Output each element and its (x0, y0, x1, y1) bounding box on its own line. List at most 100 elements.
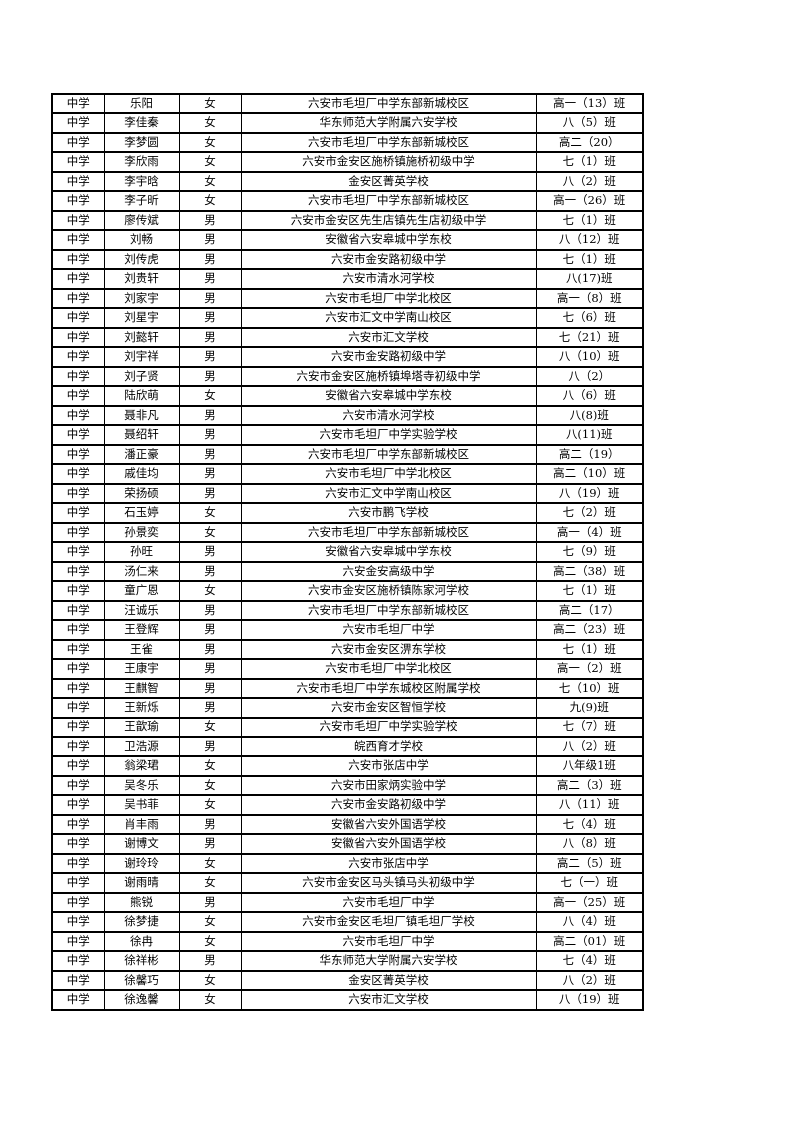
cell-student-name: 熊锐 (103, 891, 180, 914)
cell-school-name: 六安市金安区施桥镇埠塔寺初级中学 (240, 365, 537, 388)
cell-school-level: 中学 (51, 482, 105, 505)
cell-gender: 男 (178, 443, 242, 466)
cell-gender: 女 (178, 911, 242, 933)
cell-school-level: 中学 (51, 735, 105, 758)
cell-gender: 男 (178, 248, 242, 271)
cell-student-name: 刘子贤 (103, 365, 180, 388)
table-row: 中学 汪诚乐 男 六安市毛坦厂中学东部新城校区 高二（17） (51, 599, 644, 622)
cell-school-level: 中学 (51, 92, 105, 115)
cell-school-name: 六安市毛坦厂中学东部新城校区 (240, 599, 537, 622)
cell-class-name: 七（一）班 (535, 872, 644, 894)
cell-school-name: 金安区菁英学校 (240, 170, 537, 193)
cell-class-name: 七（1）班 (535, 248, 644, 271)
cell-school-level: 中学 (51, 833, 105, 855)
cell-school-level: 中学 (51, 872, 105, 894)
table-row: 中学 聂绍轩 男 六安市毛坦厂中学实验学校 八(11)班 (51, 424, 644, 446)
cell-gender: 女 (178, 190, 242, 212)
cell-student-name: 谢博文 (103, 833, 180, 855)
cell-school-level: 中学 (51, 463, 105, 485)
cell-gender: 男 (178, 463, 242, 485)
table-row: 中学 乐阳 女 六安市毛坦厂中学东部新城校区 高一（13）班 (51, 92, 644, 115)
cell-student-name: 孙旺 (103, 541, 180, 563)
table-row: 中学 徐逸馨 女 六安市汇文学校 八（19）班 (51, 989, 644, 1011)
cell-student-name: 陆欣萌 (103, 385, 180, 407)
cell-class-name: 八（2）班 (535, 170, 644, 193)
cell-class-name: 高一（25）班 (535, 891, 644, 914)
cell-gender: 女 (178, 92, 242, 115)
cell-school-level: 中学 (51, 521, 105, 544)
cell-school-level: 中学 (51, 541, 105, 563)
cell-school-name: 六安市毛坦厂中学北校区 (240, 658, 537, 680)
table-row: 中学 李欣雨 女 六安市金安区施桥镇施桥初级中学 七（1）班 (51, 151, 644, 173)
cell-class-name: 高二（23）班 (535, 619, 644, 641)
cell-school-level: 中学 (51, 170, 105, 193)
table-row: 中学 徐祥彬 男 华东师范大学附属六安学校 七（4）班 (51, 950, 644, 972)
cell-school-level: 中学 (51, 950, 105, 972)
table-row: 中学 卫浩源 男 皖西育才学校 八（2）班 (51, 735, 644, 758)
cell-gender: 男 (178, 891, 242, 914)
table-row: 中学 王康宇 男 六安市毛坦厂中学北校区 高一（2）班 (51, 658, 644, 680)
cell-class-name: 八(11)班 (535, 424, 644, 446)
cell-student-name: 刘懿轩 (103, 326, 180, 349)
cell-class-name: 八（2）班 (535, 969, 644, 992)
cell-student-name: 刘宇祥 (103, 346, 180, 368)
cell-class-name: 高二（10）班 (535, 463, 644, 485)
table-row: 中学 刘家宇 男 六安市毛坦厂中学北校区 高一（8）班 (51, 287, 644, 310)
cell-school-name: 六安市金安区施桥镇施桥初级中学 (240, 151, 537, 173)
cell-class-name: 八（19）班 (535, 482, 644, 505)
table-row: 中学 谢雨晴 女 六安市金安区马头镇马头初级中学 七（一）班 (51, 872, 644, 894)
cell-student-name: 徐冉 (103, 930, 180, 953)
cell-school-name: 六安市毛坦厂中学东部新城校区 (240, 190, 537, 212)
table-row: 中学 徐梦捷 女 六安市金安区毛坦厂镇毛坦厂学校 八（4）班 (51, 911, 644, 933)
cell-school-name: 安徽省六安皋城中学东校 (240, 229, 537, 251)
cell-student-name: 李子昕 (103, 190, 180, 212)
cell-gender: 男 (178, 209, 242, 232)
cell-school-level: 中学 (51, 755, 105, 777)
cell-school-name: 六安市毛坦厂中学 (240, 930, 537, 953)
cell-gender: 男 (178, 326, 242, 349)
cell-school-level: 中学 (51, 852, 105, 875)
cell-class-name: 八（4）班 (535, 911, 644, 933)
cell-student-name: 石玉婷 (103, 502, 180, 524)
cell-school-name: 六安市毛坦厂中学东城校区附属学校 (240, 677, 537, 700)
cell-school-name: 六安市毛坦厂中学实验学校 (240, 716, 537, 739)
cell-student-name: 刘家宇 (103, 287, 180, 310)
cell-school-name: 六安市金安区先生店镇先生店初级中学 (240, 209, 537, 232)
cell-class-name: 八(17)班 (535, 268, 644, 290)
cell-class-name: 七（4）班 (535, 950, 644, 972)
cell-gender: 女 (178, 502, 242, 524)
cell-gender: 女 (178, 794, 242, 816)
cell-class-name: 高一（2）班 (535, 658, 644, 680)
cell-class-name: 七（7）班 (535, 716, 644, 739)
cell-school-name: 六安市金安路初级中学 (240, 794, 537, 816)
cell-school-name: 六安市金安路初级中学 (240, 248, 537, 271)
cell-school-name: 六安市金安区淠东学校 (240, 638, 537, 661)
cell-school-level: 中学 (51, 638, 105, 661)
student-roster-body: 中学 乐阳 女 六安市毛坦厂中学东部新城校区 高一（13）班 中学 李佳秦 女 … (51, 92, 644, 1011)
table-row: 中学 李宇晗 女 金安区菁英学校 八（2）班 (51, 170, 644, 193)
table-row: 中学 廖传斌 男 六安市金安区先生店镇先生店初级中学 七（1）班 (51, 209, 644, 232)
cell-school-name: 皖西育才学校 (240, 735, 537, 758)
table-row: 中学 熊锐 男 六安市毛坦厂中学 高一（25）班 (51, 891, 644, 914)
cell-school-name: 六安市汇文学校 (240, 989, 537, 1011)
cell-gender: 男 (178, 677, 242, 700)
table-row: 中学 刘贵轩 男 六安市清水河学校 八(17)班 (51, 268, 644, 290)
cell-student-name: 刘贵轩 (103, 268, 180, 290)
cell-school-name: 六安市汇文中学南山校区 (240, 482, 537, 505)
cell-gender: 男 (178, 813, 242, 836)
cell-school-level: 中学 (51, 131, 105, 154)
cell-class-name: 八（8）班 (535, 833, 644, 855)
cell-gender: 女 (178, 385, 242, 407)
cell-school-name: 六安市汇文中学南山校区 (240, 307, 537, 329)
cell-school-level: 中学 (51, 190, 105, 212)
table-row: 中学 潘正豪 男 六安市毛坦厂中学东部新城校区 高二（19） (51, 443, 644, 466)
cell-gender: 男 (178, 482, 242, 505)
table-row: 中学 戚佳均 男 六安市毛坦厂中学北校区 高二（10）班 (51, 463, 644, 485)
cell-school-name: 六安市毛坦厂中学北校区 (240, 287, 537, 310)
cell-class-name: 八年级1班 (535, 755, 644, 777)
cell-school-level: 中学 (51, 580, 105, 602)
table-row: 中学 刘星宇 男 六安市汇文中学南山校区 七（6）班 (51, 307, 644, 329)
cell-student-name: 徐祥彬 (103, 950, 180, 972)
table-row: 中学 吴冬乐 女 六安市田家炳实验中学 高二（3）班 (51, 774, 644, 797)
cell-gender: 男 (178, 541, 242, 563)
